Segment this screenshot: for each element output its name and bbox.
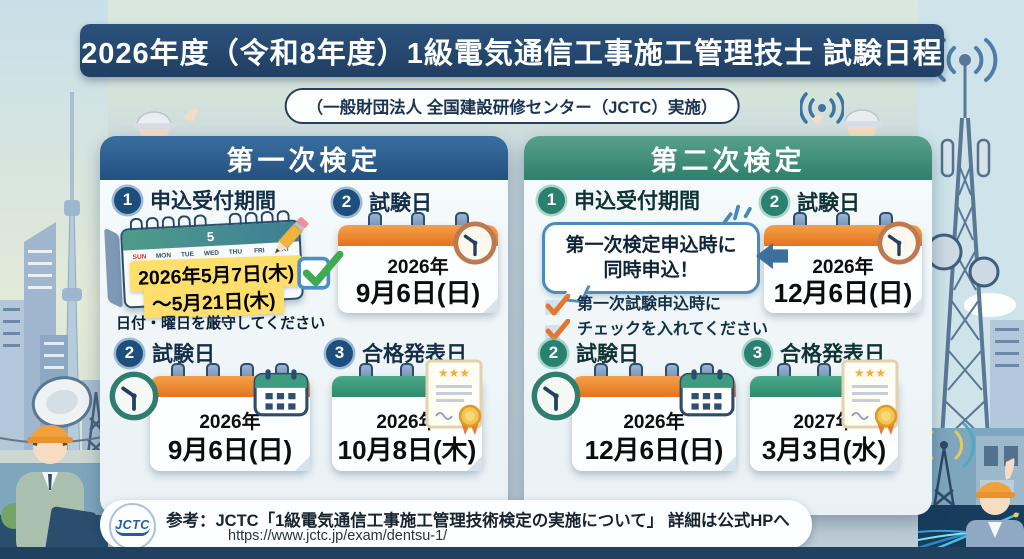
pencil-icon [274, 217, 309, 254]
jctc-logo-text: JCTC [115, 518, 150, 536]
exam-date: 9月6日(日) [167, 435, 293, 465]
exam-year: 2026年 [623, 412, 685, 433]
bubble-line1: 第一次検定申込時に [565, 235, 737, 256]
result-date: 3月3日(水) [761, 435, 887, 465]
second-exam-header-label: 第二次検定 [650, 145, 806, 176]
first-exam-header-label: 第一次検定 [226, 145, 382, 176]
exam-day-heading: 2 試験日 [116, 338, 215, 368]
certificate-icon: ★★★ [841, 359, 899, 435]
organizer-pill: （一般財団法人 全国建設研修センター（JCTC）実施） [284, 88, 740, 124]
clock-icon [877, 221, 921, 265]
exam-day-heading: 2 試験日 [761, 187, 860, 217]
telecom-tower-illustration [918, 0, 1024, 559]
exam-day-label: 試験日 [797, 192, 860, 215]
first-exam-panel: 第一次検定 1 申込受付期間 5 SUN MON TUE WED THU FRI… [100, 136, 508, 515]
check-item-text: 第一次試験申込時に [577, 296, 722, 313]
check-item: チェックを入れてください [544, 319, 768, 341]
orange-check-icon [545, 294, 570, 316]
result-year: 2027年 [793, 412, 855, 433]
step-number-badge: 1 [538, 186, 565, 214]
emphasis-marks-icon [722, 204, 752, 225]
bubble-line2: 同時申込！ [603, 260, 699, 281]
result-date: 10月8日(木) [337, 435, 477, 465]
mini-calendar-icon [253, 369, 309, 417]
green-checkbox-icon [297, 250, 344, 290]
second-exam-header: 第二次検定 [524, 136, 932, 180]
exam-day-label: 試験日 [152, 343, 215, 366]
page-title: 2026年度（令和8年度）1級電気通信工事施工管理技士 試験日程 [81, 37, 943, 70]
clock-icon [109, 371, 159, 421]
mini-calendar-icon [679, 369, 735, 417]
exam-day-heading: 2 試験日 [333, 187, 432, 217]
certificate-icon: ★★★ [425, 359, 483, 435]
page-title-banner: 2026年度（令和8年度）1級電気通信工事施工管理技士 試験日程 [80, 24, 944, 77]
check-item-text: チェックを入れてください [577, 321, 769, 338]
exam-date: 12月6日(日) [584, 435, 724, 465]
worker-peeking-left-icon [124, 109, 198, 140]
application-note: 日付・曜日を厳守してください [116, 315, 326, 332]
bottom-navy-strip [0, 547, 1024, 559]
second-exam-panel: 第二次検定 1 申込受付期間 第一次検定申込時に 同時申込！ 第一次試験申込時に [524, 136, 932, 515]
exam-day-heading: 2 試験日 [540, 338, 639, 368]
organizer-label: （一般財団法人 全国建設研修センター（JCTC）実施） [306, 99, 718, 117]
result-year: 2026年 [376, 412, 438, 433]
exam-year: 2026年 [812, 257, 874, 278]
exam-day-label: 試験日 [369, 192, 432, 215]
exam-day-label: 試験日 [576, 343, 639, 366]
application-period-label: 申込受付期間 [150, 190, 276, 213]
svg-text:★★★: ★★★ [438, 366, 470, 380]
exam-date: 12月6日(日) [773, 278, 913, 308]
step-number-badge: 1 [114, 186, 141, 214]
jctc-logo: JCTC [109, 503, 156, 550]
exam-date: 9月6日(日) [355, 278, 481, 308]
orange-check-icon [545, 319, 570, 341]
step-number-badge: 2 [333, 188, 360, 216]
left-arrow-icon [756, 242, 788, 270]
application-period-heading: 1 申込受付期間 [538, 185, 700, 215]
wifi-signal-icon [800, 92, 844, 124]
footer-reference-text: 参考：JCTC「1級電気通信工事施工管理技術検定の実施について」 詳細は公式HP… [166, 512, 790, 530]
check-item: 第一次試験申込時に [544, 294, 721, 316]
simultaneous-application-bubble: 第一次検定申込時に 同時申込！ [542, 222, 760, 294]
exam-date-card: 2026年 9月6日(日) [150, 363, 310, 471]
exam-year: 2026年 [199, 412, 261, 433]
clock-icon [531, 371, 581, 421]
step-number-badge: 3 [744, 339, 771, 367]
application-period-label: 申込受付期間 [574, 190, 700, 213]
first-exam-header: 第一次検定 [100, 136, 508, 180]
footer-reference-bar: JCTC 参考：JCTC「1級電気通信工事施工管理技術検定の実施について」 詳細… [100, 500, 812, 550]
step-number-badge: 2 [540, 339, 567, 367]
footer-url: https://www.jctc.jp/exam/dentsu-1/ [228, 528, 448, 544]
step-number-badge: 2 [761, 188, 788, 216]
exam-date-card: 2026年 12月6日(日) [572, 363, 736, 471]
svg-text:★★★: ★★★ [854, 366, 886, 380]
application-period-heading: 1 申込受付期間 [114, 185, 276, 215]
clock-icon [453, 221, 497, 265]
city-skyline-illustration [0, 0, 108, 559]
step-number-badge: 2 [116, 339, 143, 367]
exam-year: 2026年 [387, 257, 449, 278]
step-number-badge: 3 [326, 339, 353, 367]
